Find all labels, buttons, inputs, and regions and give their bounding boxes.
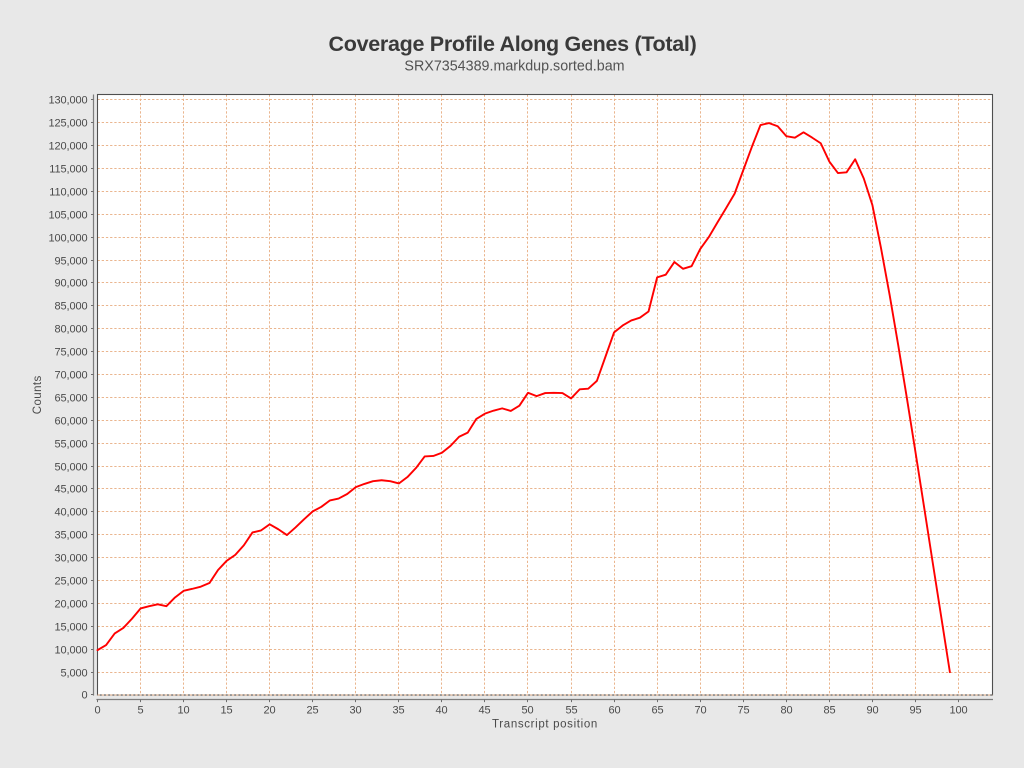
- svg-text:20,000: 20,000: [54, 599, 87, 611]
- svg-text:60,000: 60,000: [54, 416, 87, 428]
- svg-text:25,000: 25,000: [54, 576, 87, 588]
- svg-text:25: 25: [306, 704, 318, 716]
- svg-text:15,000: 15,000: [54, 622, 87, 634]
- svg-text:90: 90: [866, 704, 878, 716]
- svg-text:90,000: 90,000: [54, 278, 87, 290]
- svg-text:70: 70: [694, 704, 706, 716]
- svg-text:95,000: 95,000: [54, 256, 87, 268]
- svg-text:5: 5: [137, 704, 143, 716]
- svg-text:100,000: 100,000: [48, 233, 87, 245]
- svg-text:40: 40: [435, 704, 447, 716]
- svg-text:45: 45: [478, 704, 490, 716]
- svg-text:115,000: 115,000: [49, 164, 87, 176]
- svg-text:100: 100: [949, 704, 967, 716]
- svg-text:20: 20: [263, 704, 275, 716]
- svg-text:95: 95: [909, 704, 921, 716]
- svg-text:75: 75: [737, 704, 749, 716]
- svg-text:SRX7354389.markdup.sorted.bam: SRX7354389.markdup.sorted.bam: [404, 59, 624, 75]
- svg-text:65,000: 65,000: [54, 393, 87, 405]
- svg-text:Transcript position: Transcript position: [492, 718, 598, 730]
- svg-text:85: 85: [823, 704, 835, 716]
- svg-text:120,000: 120,000: [48, 141, 87, 153]
- svg-text:40,000: 40,000: [54, 507, 87, 519]
- svg-text:50,000: 50,000: [54, 462, 87, 474]
- svg-text:45,000: 45,000: [54, 484, 87, 496]
- svg-text:70,000: 70,000: [54, 370, 87, 382]
- svg-text:Counts: Counts: [32, 375, 44, 414]
- svg-text:0: 0: [81, 690, 87, 702]
- svg-text:Coverage Profile Along Genes (: Coverage Profile Along Genes (Total): [329, 32, 697, 56]
- svg-text:125,000: 125,000: [48, 118, 87, 130]
- svg-text:105,000: 105,000: [48, 210, 87, 222]
- svg-text:80,000: 80,000: [54, 324, 87, 336]
- svg-text:50: 50: [521, 704, 533, 716]
- svg-text:30: 30: [349, 704, 361, 716]
- svg-text:130,000: 130,000: [48, 95, 87, 107]
- svg-text:0: 0: [94, 704, 100, 716]
- svg-text:15: 15: [220, 704, 232, 716]
- svg-text:110,000: 110,000: [49, 187, 87, 199]
- svg-text:60: 60: [608, 704, 620, 716]
- svg-text:65: 65: [651, 704, 663, 716]
- svg-text:30,000: 30,000: [54, 553, 87, 565]
- svg-text:35,000: 35,000: [54, 530, 87, 542]
- svg-text:5,000: 5,000: [60, 668, 87, 680]
- svg-text:55: 55: [565, 704, 577, 716]
- svg-text:35: 35: [392, 704, 404, 716]
- svg-text:10: 10: [177, 704, 189, 716]
- svg-text:55,000: 55,000: [54, 439, 87, 451]
- svg-text:85,000: 85,000: [54, 301, 87, 313]
- svg-text:10,000: 10,000: [54, 645, 87, 657]
- svg-text:80: 80: [780, 704, 792, 716]
- svg-text:75,000: 75,000: [54, 347, 87, 359]
